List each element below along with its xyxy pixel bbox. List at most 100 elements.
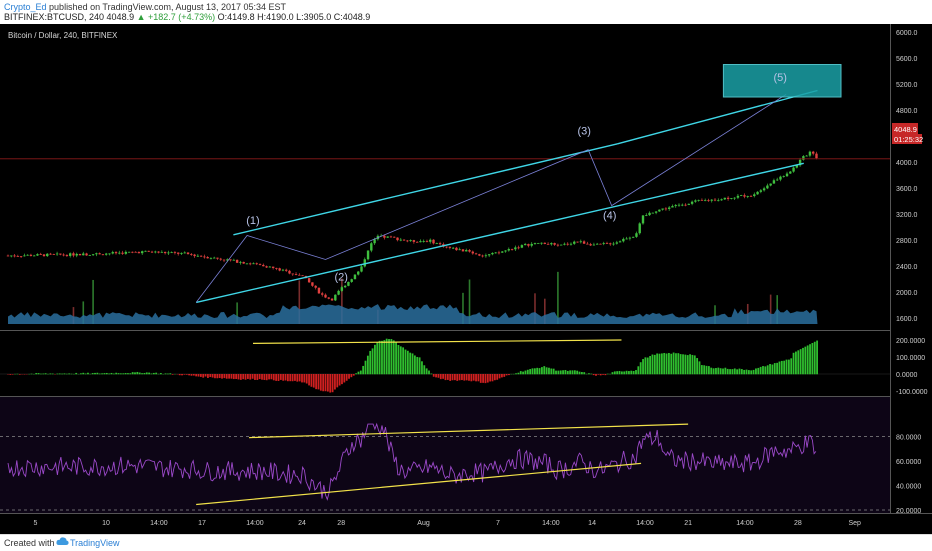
candle-body <box>481 256 483 257</box>
time-tick-label: Sep <box>848 520 861 527</box>
osc-bar <box>527 370 529 375</box>
osc-bar <box>555 371 557 375</box>
osc-bar <box>188 374 190 375</box>
osc-bar <box>788 360 790 375</box>
osc-bar <box>367 356 369 375</box>
candle-body <box>416 242 418 243</box>
candle-body <box>259 264 261 265</box>
candle-body <box>495 252 497 253</box>
candle-body <box>436 243 438 244</box>
osc-bar <box>38 373 40 374</box>
osc-bar <box>306 374 308 384</box>
osc-bar <box>741 369 743 374</box>
candle-body <box>475 253 477 254</box>
time-tick-label: 14:00 <box>636 520 654 527</box>
candle-body <box>69 253 71 256</box>
osc-bar <box>334 374 336 389</box>
candle-body <box>82 253 84 255</box>
candle-body <box>318 288 320 294</box>
author-link[interactable]: Crypto_Ed <box>4 2 47 12</box>
candle-body <box>242 262 244 264</box>
osc-bar <box>553 369 555 375</box>
candle-body <box>406 241 408 242</box>
candle-body <box>616 242 618 243</box>
candle-body <box>452 248 454 249</box>
osc-bar <box>416 357 418 374</box>
candle-body <box>789 172 791 174</box>
osc-bar <box>311 374 313 387</box>
candle-body <box>809 152 811 156</box>
candle-body <box>17 256 19 257</box>
osc-bar <box>343 374 345 382</box>
candle-body <box>62 255 64 256</box>
candle-body <box>612 244 614 245</box>
osc-bar <box>536 368 538 374</box>
osc-bar <box>308 374 310 385</box>
osc-bar <box>452 374 454 380</box>
oscillator-pane[interactable] <box>0 330 890 396</box>
candle-body <box>576 242 578 243</box>
candle-body <box>275 268 277 269</box>
osc-bar <box>322 374 324 391</box>
osc-bar <box>567 371 569 374</box>
osc-bar <box>144 373 146 374</box>
chart-area[interactable]: 6000.05600.05200.04800.04400.04000.03600… <box>0 24 932 534</box>
candle-body <box>422 241 424 242</box>
chart-svg[interactable]: 6000.05600.05200.04800.04400.04000.03600… <box>0 24 932 534</box>
osc-bar <box>376 342 378 374</box>
time-tick-label: 10 <box>102 520 110 527</box>
osc-bar <box>273 374 275 380</box>
osc-bar <box>390 339 392 374</box>
wave-label: (2) <box>334 271 347 283</box>
candle-body <box>98 253 100 254</box>
osc-bar <box>767 365 769 374</box>
osc-bar <box>487 374 489 383</box>
osc-bar <box>781 361 783 374</box>
candle-body <box>455 248 457 250</box>
candle-body <box>95 253 97 254</box>
tradingview-link[interactable]: TradingView <box>70 538 120 548</box>
osc-bar <box>242 374 244 379</box>
candle-body <box>704 200 706 201</box>
osc-bar <box>235 374 237 379</box>
osc-bar <box>445 374 447 380</box>
osc-bar <box>656 353 658 374</box>
candle-body <box>288 271 290 274</box>
osc-bar <box>118 373 120 374</box>
candle-body <box>383 236 385 238</box>
candle-body <box>812 152 814 154</box>
candle-body <box>727 198 729 199</box>
candle-body <box>144 251 146 252</box>
candle-body <box>625 239 627 240</box>
osc-bar <box>355 373 357 374</box>
osc-bar <box>583 372 585 374</box>
osc-bar <box>482 374 484 383</box>
candle-body <box>272 267 274 268</box>
osc-bar <box>602 374 604 375</box>
osc-bar <box>365 361 367 375</box>
ohlc-values: O:4149.8 H:4190.0 L:3905.0 C:4048.9 <box>218 12 371 22</box>
candle-body <box>269 267 271 268</box>
osc-bar <box>155 373 157 375</box>
candle-body <box>445 247 447 248</box>
candle-body <box>550 243 552 244</box>
osc-bar <box>694 355 696 374</box>
last-price: 4048.9 <box>107 12 135 22</box>
osc-bar <box>139 373 141 375</box>
osc-bar <box>659 354 661 375</box>
osc-bar <box>670 354 672 375</box>
osc-bar <box>652 355 654 375</box>
osc-bar <box>360 371 362 375</box>
osc-bar <box>769 364 771 374</box>
candle-body <box>43 254 45 256</box>
osc-bar <box>522 372 524 375</box>
osc-bar <box>280 374 282 380</box>
osc-bar <box>35 373 37 374</box>
osc-bar <box>772 365 774 375</box>
candle-body <box>92 254 94 255</box>
rsi-pane[interactable] <box>0 397 890 513</box>
candle-body <box>239 262 241 263</box>
candle-body <box>439 243 441 244</box>
osc-bar <box>619 371 621 374</box>
osc-bar <box>101 373 103 374</box>
